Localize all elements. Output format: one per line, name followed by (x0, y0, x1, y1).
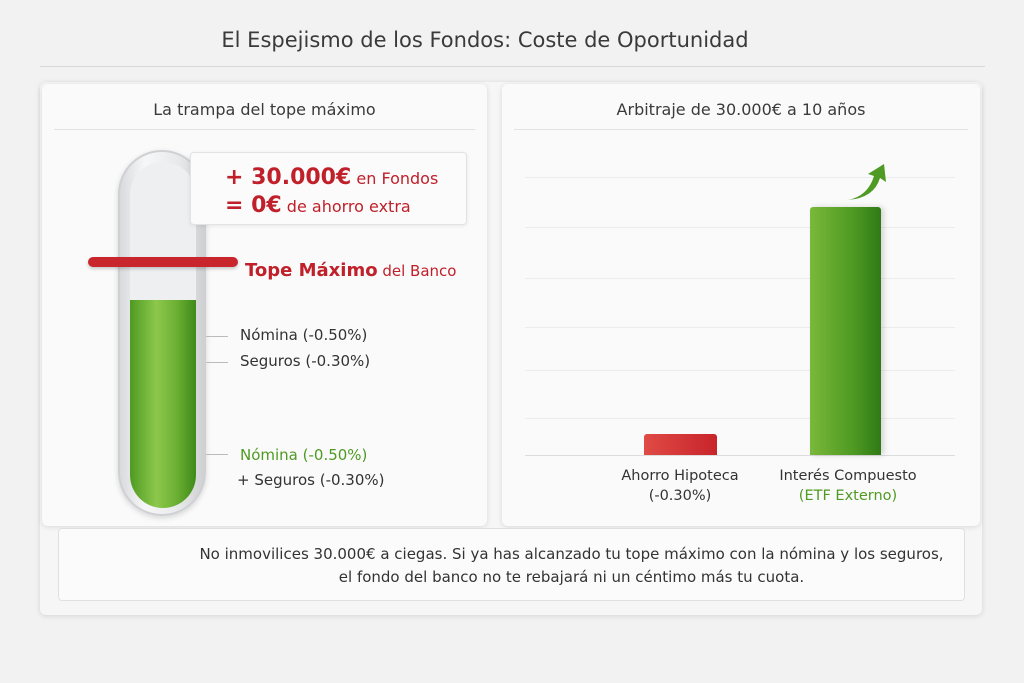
tube-liquid (130, 300, 196, 508)
combined-label: + Seguros (-0.30%) (237, 471, 385, 489)
bar-label: Interés Compuesto (ETF Externo) (758, 466, 938, 506)
cap-line (88, 257, 238, 267)
gridline (525, 278, 955, 279)
gridline (525, 418, 955, 419)
tube-inner (130, 162, 196, 508)
bar-mortgage-saving (644, 434, 717, 455)
right-panel: Arbitraje de 30.000€ a 10 años (502, 84, 980, 526)
level-label: Nómina (-0.50%) (240, 326, 368, 344)
gridline (525, 327, 955, 328)
callout-box: + 30.000€ en Fondos = 0€ de ahorro extra (190, 152, 467, 225)
gridline (525, 177, 955, 178)
callout-amount: + 30.000€ (225, 165, 352, 190)
bar-label-line: Interés Compuesto (779, 468, 917, 484)
tick (206, 454, 228, 455)
cap-label: Tope Máximo (245, 260, 378, 281)
divider (514, 129, 968, 130)
bar-compound-interest (810, 207, 881, 455)
baseline (525, 455, 955, 456)
page-title: El Espejismo de los Fondos: Coste de Opo… (221, 28, 749, 52)
callout-amount: = 0€ (225, 193, 282, 218)
combined-label: Nómina (-0.50%) (240, 446, 368, 464)
footer-line: No inmovilices 30.000€ a ciegas. Si ya h… (199, 545, 944, 563)
bar-label-line: (-0.30%) (648, 488, 712, 504)
level-label: Seguros (-0.30%) (240, 352, 371, 370)
gridline (525, 370, 955, 371)
gridline (525, 227, 955, 228)
tick (206, 362, 228, 363)
cap-label-rest: del Banco (377, 262, 457, 280)
divider (40, 66, 985, 67)
footer-line: el fondo del banco no te rebajará ni un … (338, 568, 805, 586)
panel-title: Arbitraje de 30.000€ a 10 años (616, 100, 866, 119)
footer-note: No inmovilices 30.000€ a ciegas. Si ya h… (58, 528, 965, 601)
bar-label-line: (ETF Externo) (798, 488, 898, 504)
arrow-up-icon (848, 164, 886, 200)
bar-label: Ahorro Hipoteca (-0.30%) (600, 466, 760, 506)
panel-title: La trampa del tope máximo (153, 100, 376, 119)
bar-label-line: Ahorro Hipoteca (621, 468, 739, 484)
callout-text: de ahorro extra (281, 197, 411, 216)
callout-text: en Fondos (351, 169, 439, 188)
divider (54, 129, 475, 130)
tick (206, 336, 228, 337)
